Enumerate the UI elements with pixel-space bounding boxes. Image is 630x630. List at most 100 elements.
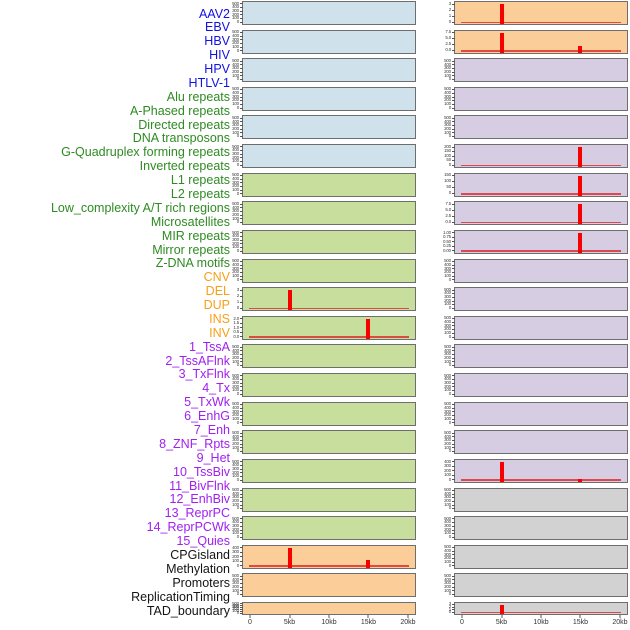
y-tick-mark (240, 529, 243, 531)
track-label: G-Quadruplex forming repeats (61, 145, 230, 160)
y-tick-mark (240, 560, 243, 562)
y-tick-mark (240, 354, 243, 356)
y-tick-mark (452, 493, 455, 495)
y-tick-label: 400 (232, 204, 239, 210)
y-tick-label: 0 (236, 133, 240, 139)
y-tick: 100 (444, 331, 455, 336)
y-tick: 200 (232, 554, 243, 559)
y-tick-mark (452, 474, 455, 476)
y-tick-mark (240, 605, 243, 607)
y-tick-label: 0 (448, 161, 452, 167)
signal-baseline (461, 221, 621, 224)
y-tick-label: 400 (444, 548, 451, 554)
y-tick-label: 200 (444, 526, 451, 532)
track-panel: 400 300 200 100 0 (232, 544, 416, 569)
y-tick-mark (452, 508, 455, 510)
y-tick-label: 0.00 (443, 247, 451, 253)
signal-spike (578, 232, 583, 253)
y-tick-mark (240, 407, 243, 409)
y-tick: 200 (232, 441, 243, 446)
track-panel: 500 400 300 200 100 0 (444, 430, 628, 455)
y-tick-mark (240, 307, 243, 309)
y-axis: 500 400 300 200 100 0 (444, 287, 455, 311)
y-tick-label: 300 (232, 265, 239, 271)
y-tick-label: 500 (232, 572, 239, 578)
y-tick: 50 (446, 185, 455, 190)
y-tick-label: 500 (232, 600, 239, 606)
y-axis: 500 400 300 200 100 0 (444, 573, 455, 596)
y-tick: 100 (232, 159, 243, 164)
y-tick-mark (240, 450, 243, 452)
track-label: Promoters (172, 575, 230, 590)
y-tick: 500 (232, 345, 243, 349)
y-tick-mark (240, 461, 243, 463)
y-tick: 0 (449, 306, 455, 311)
y-tick: 200 (232, 12, 243, 17)
y-tick: 100 (232, 102, 243, 107)
signal-spike (499, 32, 504, 53)
y-tick-label: 300 (232, 549, 239, 555)
y-tick-mark (452, 71, 455, 73)
y-tick-label: 0 (448, 419, 452, 425)
y-tick-mark (240, 271, 243, 273)
y-tick-label: 100 (232, 72, 239, 78)
track-label: Directed repeats (138, 117, 230, 132)
track-panel: 500 400 300 200 100 0 (232, 201, 416, 226)
y-tick-label: 400 (444, 118, 451, 124)
y-tick-mark (452, 260, 455, 262)
y-tick-label: 500 (444, 315, 451, 321)
y-tick-mark (452, 415, 455, 417)
y-tick: 500 (444, 430, 455, 435)
y-tick: 200 (232, 41, 243, 46)
y-tick: 7.5 (445, 202, 455, 206)
y-tick-mark (452, 547, 455, 549)
y-tick: 0 (237, 420, 243, 425)
y-tick: 300 (232, 352, 243, 357)
y-tick-mark (452, 9, 455, 11)
y-tick-label: 0 (236, 162, 240, 168)
y-tick: 500 (444, 315, 455, 321)
y-tick-mark (240, 382, 243, 384)
y-tick: 0 (237, 19, 243, 24)
y-tick: 400 (444, 405, 455, 410)
y-tick-mark (452, 346, 455, 348)
y-tick: 400 (232, 463, 243, 468)
y-tick-mark (452, 187, 455, 189)
y-tick-label: 500 (444, 115, 451, 121)
y-tick: 400 (444, 491, 455, 496)
y-tick-mark (452, 321, 455, 323)
y-tick-mark (452, 561, 455, 563)
y-tick-mark (452, 518, 455, 520)
y-tick-label: 500 (232, 143, 239, 149)
y-tick-label: 7.5 (445, 29, 451, 35)
y-tick: 400 (444, 376, 455, 382)
y-tick-label: 100 (232, 129, 239, 135)
y-tick-label: 100 (232, 215, 239, 221)
y-tick-mark (452, 479, 455, 481)
y-axis: 500 400 300 200 100 0 (232, 1, 243, 24)
y-tick-mark (452, 15, 455, 17)
y-tick-mark (452, 336, 455, 338)
y-tick-label: 0 (448, 104, 452, 110)
y-tick: 500 (232, 1, 243, 6)
y-tick: 300 (444, 438, 455, 443)
y-tick-label: 0 (236, 190, 240, 196)
y-tick-mark (240, 447, 243, 449)
y-tick-label: 400 (232, 376, 239, 382)
y-tick-mark (240, 590, 243, 592)
y-axis: 500 400 300 200 100 0 (444, 58, 455, 81)
y-tick-label: 200 (232, 154, 239, 160)
y-tick-label: 500 (232, 229, 239, 235)
y-tick-label: 100 (232, 587, 239, 593)
y-axis: 200 150 100 50 0 (444, 144, 455, 167)
y-tick: 200 (444, 127, 455, 131)
y-tick-label: 300 (232, 151, 239, 157)
y-tick: 0 (237, 535, 243, 540)
y-tick-label: 400 (232, 490, 239, 496)
y-tick: 0 (449, 506, 455, 511)
y-tick-label: 0 (448, 276, 452, 282)
y-tick-mark (240, 464, 243, 466)
y-tick-label: 400 (444, 376, 451, 382)
y-tick-mark (240, 31, 243, 33)
